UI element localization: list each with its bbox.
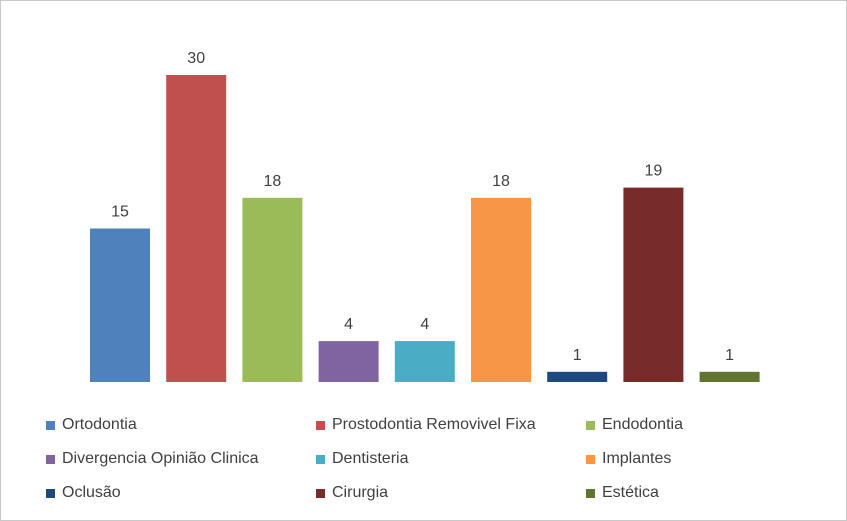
data-label-2: 30 bbox=[187, 50, 205, 67]
legend-item-4: Divergencia Opinião Clinica bbox=[46, 442, 316, 476]
legend-label: Divergencia Opinião Clinica bbox=[62, 450, 259, 467]
data-label-9: 1 bbox=[725, 347, 734, 364]
legend-label: Oclusão bbox=[62, 484, 121, 501]
bar-6 bbox=[471, 197, 531, 382]
data-label-1: 15 bbox=[111, 204, 129, 221]
legend-label: Ortodontia bbox=[62, 416, 137, 433]
legend-label: Dentisteria bbox=[332, 450, 409, 467]
legend-label: Estética bbox=[602, 484, 659, 501]
bar-5 bbox=[394, 341, 455, 382]
legend-label: Implantes bbox=[602, 450, 672, 467]
legend-swatch bbox=[316, 454, 325, 464]
legend: Ortodontia Prostodontia Removivel Fixa End… bbox=[46, 408, 806, 508]
data-label-8: 19 bbox=[645, 163, 663, 180]
legend-item-7: Oclusão bbox=[46, 476, 316, 510]
legend-label: Endodontia bbox=[602, 416, 683, 433]
legend-item-8: Cirurgia bbox=[316, 476, 586, 510]
legend-swatch bbox=[586, 454, 595, 464]
legend-swatch bbox=[586, 488, 595, 498]
legend-swatch bbox=[46, 420, 55, 430]
legend-swatch bbox=[316, 488, 325, 498]
bar-3 bbox=[242, 197, 303, 382]
data-label-3: 18 bbox=[264, 173, 282, 190]
legend-label: Prostodontia Removivel Fixa bbox=[332, 416, 536, 433]
legend-label: Cirurgia bbox=[332, 484, 389, 501]
data-label-6: 18 bbox=[492, 173, 510, 190]
legend-item-2: Prostodontia Removivel Fixa bbox=[316, 408, 586, 442]
bar-7 bbox=[547, 371, 608, 382]
legend-item-1: Ortodontia bbox=[46, 408, 316, 442]
data-label-5: 4 bbox=[420, 316, 429, 333]
data-label-4: 4 bbox=[344, 316, 353, 333]
legend-item-3: Endodontia bbox=[586, 408, 806, 442]
legend-swatch bbox=[586, 420, 595, 430]
legend-swatch bbox=[46, 454, 55, 464]
legend-item-6: Implantes bbox=[586, 442, 806, 476]
bar-4 bbox=[318, 341, 379, 382]
bar-9 bbox=[699, 371, 760, 382]
legend-swatch bbox=[316, 420, 325, 430]
bar-1 bbox=[90, 228, 150, 382]
legend-item-9: Estética bbox=[586, 476, 806, 510]
bar-2 bbox=[166, 75, 227, 382]
legend-item-5: Dentisteria bbox=[316, 442, 586, 476]
bar-chart: 15 30 18 4 4 18 1 19 1 bbox=[90, 50, 760, 382]
data-label-7: 1 bbox=[573, 347, 582, 364]
bar-8 bbox=[623, 187, 684, 382]
legend-swatch bbox=[46, 488, 55, 498]
